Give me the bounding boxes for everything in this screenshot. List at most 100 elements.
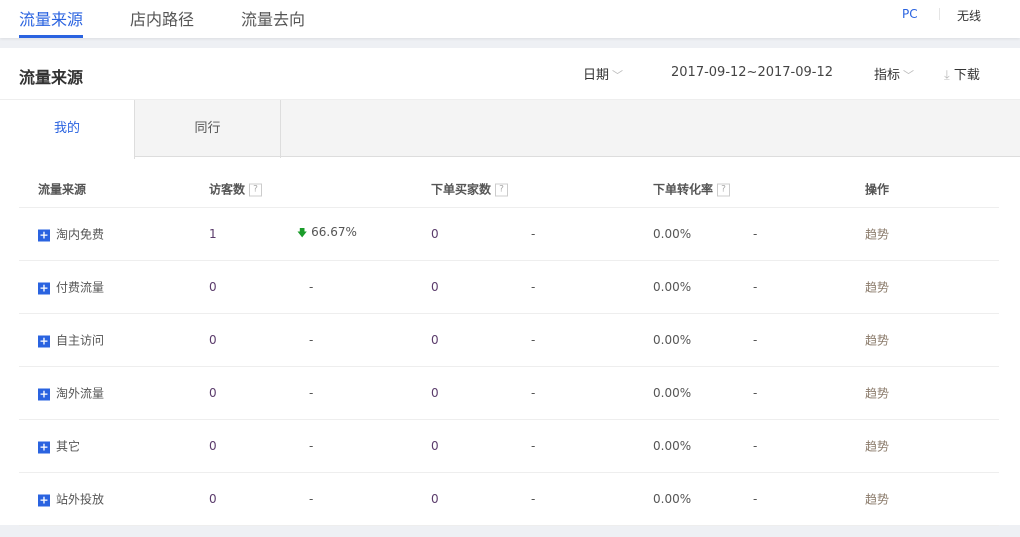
expand-icon[interactable]: +: [38, 281, 50, 294]
table-row: + 淘内免费 1 🡇 66.67% 0 - 0.00% - 趋势: [19, 208, 999, 261]
trend-link[interactable]: 趋势: [865, 280, 890, 295]
help-icon[interactable]: ?: [717, 183, 731, 196]
subtabs: 我的 同行: [0, 99, 1020, 159]
table-row: + 淘外流量 0 - 0 - 0.00% - 趋势: [19, 367, 999, 420]
source-cell[interactable]: + 淘外流量: [38, 385, 104, 402]
trend-link[interactable]: 趋势: [865, 227, 890, 242]
chevron-down-icon: ﹀: [903, 69, 915, 82]
col-visitors: 访客数?: [209, 180, 263, 197]
visitors-cell: 0: [209, 386, 217, 400]
top-nav: 流量来源 店内路径 流量去向 PC 无线: [0, 0, 1020, 38]
traffic-panel: 流量来源 日期 ﹀ 2017-09-12~2017-09-12 指标 ﹀ ⤓ 下载 …: [0, 48, 1020, 526]
visitors-cell: 0: [209, 280, 217, 294]
expand-icon[interactable]: +: [38, 440, 50, 453]
divider: [939, 8, 940, 20]
source-cell[interactable]: + 淘内免费: [38, 226, 104, 243]
device-wireless[interactable]: 无线: [957, 9, 982, 23]
buyers-change: -: [531, 492, 536, 506]
expand-icon[interactable]: +: [38, 228, 50, 241]
table-row: + 付费流量 0 - 0 - 0.00% - 趋势: [19, 261, 999, 314]
visitors-change: -: [309, 492, 314, 506]
help-icon[interactable]: ?: [495, 183, 509, 196]
metric-dropdown[interactable]: 指标 ﹀: [874, 64, 914, 83]
expand-icon[interactable]: +: [38, 334, 50, 347]
visitors-cell: 0: [209, 439, 217, 453]
source-cell[interactable]: + 站外投放: [38, 491, 104, 508]
subtab-mine[interactable]: 我的: [0, 100, 135, 159]
source-cell[interactable]: + 自主访问: [38, 332, 104, 349]
visitors-change: -: [309, 439, 314, 453]
rate-change: -: [753, 492, 758, 506]
table-header: 流量来源 访客数? 下单买家数? 下单转化率? 操作: [19, 170, 999, 208]
change-value: 66.67%: [311, 225, 357, 239]
trend-link[interactable]: 趋势: [865, 386, 890, 401]
source-name: 淘内免费: [56, 227, 105, 242]
date-label: 日期: [583, 68, 610, 83]
help-icon[interactable]: ?: [249, 183, 263, 196]
download-button[interactable]: ⤓ 下载: [944, 64, 980, 83]
rate-change: -: [753, 280, 758, 294]
source-cell[interactable]: + 其它: [38, 438, 80, 455]
visitors-change: -: [309, 280, 314, 294]
col-source: 流量来源: [38, 182, 87, 196]
source-name: 站外投放: [56, 492, 105, 507]
download-label: 下载: [953, 68, 980, 83]
col-label: 下单买家数: [431, 182, 492, 196]
table-row: + 站外投放 0 - 0 - 0.00% - 趋势: [19, 473, 999, 526]
trend-link[interactable]: 趋势: [865, 439, 890, 454]
chevron-down-icon: ﹀: [612, 69, 624, 82]
buyers-change: -: [531, 439, 536, 453]
tab-traffic-destination[interactable]: 流量去向: [241, 10, 306, 29]
visitors-change: -: [309, 333, 314, 347]
tab-traffic-source[interactable]: 流量来源: [19, 6, 84, 38]
visitors-cell: 1: [209, 227, 217, 241]
visitors-change: -: [309, 386, 314, 400]
table-row: + 自主访问 0 - 0 - 0.00% - 趋势: [19, 314, 999, 367]
date-range[interactable]: 2017-09-12~2017-09-12: [671, 65, 833, 80]
buyers-cell: 0: [431, 492, 439, 506]
rate-change: -: [753, 386, 758, 400]
trend-link[interactable]: 趋势: [865, 492, 890, 507]
visitors-cell: 0: [209, 333, 217, 347]
source-name: 自主访问: [56, 333, 105, 348]
buyers-cell: 0: [431, 227, 439, 241]
source-name: 付费流量: [56, 280, 105, 295]
buyers-change: -: [531, 227, 536, 241]
expand-icon[interactable]: +: [38, 387, 50, 400]
rate-change: -: [753, 227, 758, 241]
rate-cell: 0.00%: [653, 492, 692, 506]
buyers-cell: 0: [431, 280, 439, 294]
rate-cell: 0.00%: [653, 439, 692, 453]
col-label: 访客数: [209, 182, 246, 196]
metric-label: 指标: [874, 68, 901, 83]
tab-store-path[interactable]: 店内路径: [130, 10, 195, 29]
arrow-down-icon: 🡇: [297, 228, 308, 239]
source-cell[interactable]: + 付费流量: [38, 279, 104, 296]
date-dropdown[interactable]: 日期 ﹀: [583, 64, 623, 83]
rate-cell: 0.00%: [653, 227, 692, 241]
device-pc[interactable]: PC: [902, 7, 918, 21]
rate-cell: 0.00%: [653, 280, 692, 294]
col-rate: 下单转化率?: [653, 180, 731, 197]
buyers-change: -: [531, 333, 536, 347]
rate-change: -: [753, 439, 758, 453]
col-buyers: 下单买家数?: [431, 180, 509, 197]
table-row: + 其它 0 - 0 - 0.00% - 趋势: [19, 420, 999, 473]
expand-icon[interactable]: +: [38, 493, 50, 506]
buyers-change: -: [531, 280, 536, 294]
col-label: 下单转化率: [653, 182, 714, 196]
download-icon: ⤓: [944, 68, 950, 83]
visitors-change: 🡇 66.67%: [297, 225, 357, 243]
buyers-cell: 0: [431, 333, 439, 347]
source-name: 淘外流量: [56, 386, 105, 401]
trend-link[interactable]: 趋势: [865, 333, 890, 348]
buyers-change: -: [531, 386, 536, 400]
rate-change: -: [753, 333, 758, 347]
source-name: 其它: [56, 439, 81, 454]
buyers-cell: 0: [431, 386, 439, 400]
visitors-cell: 0: [209, 492, 217, 506]
rate-cell: 0.00%: [653, 386, 692, 400]
col-action: 操作: [865, 182, 890, 196]
page-title: 流量来源: [19, 68, 84, 87]
subtab-peers[interactable]: 同行: [135, 100, 281, 158]
